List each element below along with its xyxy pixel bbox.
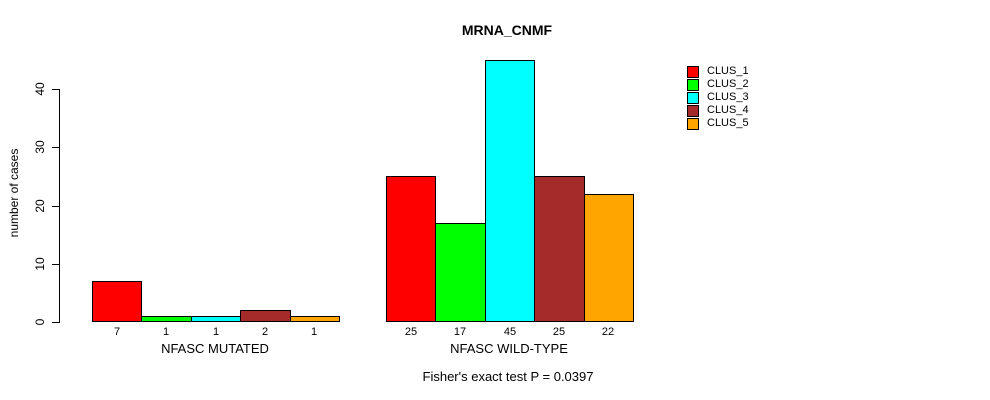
bar-value-label: 17 bbox=[453, 326, 467, 338]
legend-swatch-clus_5 bbox=[687, 118, 699, 130]
bar-clus_3 bbox=[485, 60, 535, 322]
bar-value-label: 2 bbox=[261, 326, 269, 338]
y-axis-tick bbox=[52, 206, 59, 207]
bar-value-label: 45 bbox=[503, 326, 517, 338]
legend-swatch-clus_3 bbox=[687, 92, 699, 104]
y-axis-tick bbox=[52, 89, 59, 90]
group-label-mutated: NFASC MUTATED bbox=[161, 341, 269, 356]
legend-label-clus_1: CLUS_1 bbox=[707, 65, 749, 77]
group-label-wildtype: NFASC WILD-TYPE bbox=[450, 341, 568, 356]
bar-value-label: 25 bbox=[552, 326, 566, 338]
y-axis-line bbox=[59, 89, 60, 323]
bar-clus_3 bbox=[191, 316, 241, 322]
bar-value-label: 7 bbox=[113, 326, 121, 338]
y-axis-tick bbox=[52, 147, 59, 148]
y-axis-tick-label: 20 bbox=[33, 199, 47, 213]
bar-clus_2 bbox=[141, 316, 192, 322]
legend-label-clus_3: CLUS_3 bbox=[707, 91, 749, 103]
bar-clus_4 bbox=[534, 176, 585, 322]
y-axis-tick-label: 30 bbox=[33, 140, 47, 154]
chart-title: MRNA_CNMF bbox=[461, 22, 553, 38]
y-axis-tick-label: 0 bbox=[33, 318, 47, 326]
bar-clus_1 bbox=[92, 281, 142, 322]
y-axis-tick-label: 40 bbox=[33, 82, 47, 96]
fisher-test-annotation: Fisher's exact test P = 0.0397 bbox=[422, 369, 594, 384]
bar-value-label: 1 bbox=[162, 326, 170, 338]
bar-value-label: 1 bbox=[310, 326, 318, 338]
legend-label-clus_5: CLUS_5 bbox=[707, 117, 749, 129]
bar-value-label: 1 bbox=[212, 326, 220, 338]
legend-swatch-clus_2 bbox=[687, 79, 699, 91]
bar-clus_1 bbox=[386, 176, 436, 322]
bar-clus_2 bbox=[435, 223, 486, 322]
legend-label-clus_4: CLUS_4 bbox=[707, 104, 749, 116]
legend-label-clus_2: CLUS_2 bbox=[707, 78, 749, 90]
y-axis-tick bbox=[52, 322, 59, 323]
bar-clus_4 bbox=[240, 310, 291, 322]
bar-value-label: 22 bbox=[601, 326, 615, 338]
bar-value-label: 25 bbox=[404, 326, 418, 338]
legend-swatch-clus_1 bbox=[687, 66, 699, 78]
bar-clus_5 bbox=[584, 194, 634, 322]
y-axis-tick bbox=[52, 264, 59, 265]
legend-swatch-clus_4 bbox=[687, 105, 699, 117]
bar-clus_5 bbox=[290, 316, 340, 322]
y-axis-tick-label: 10 bbox=[33, 257, 47, 271]
